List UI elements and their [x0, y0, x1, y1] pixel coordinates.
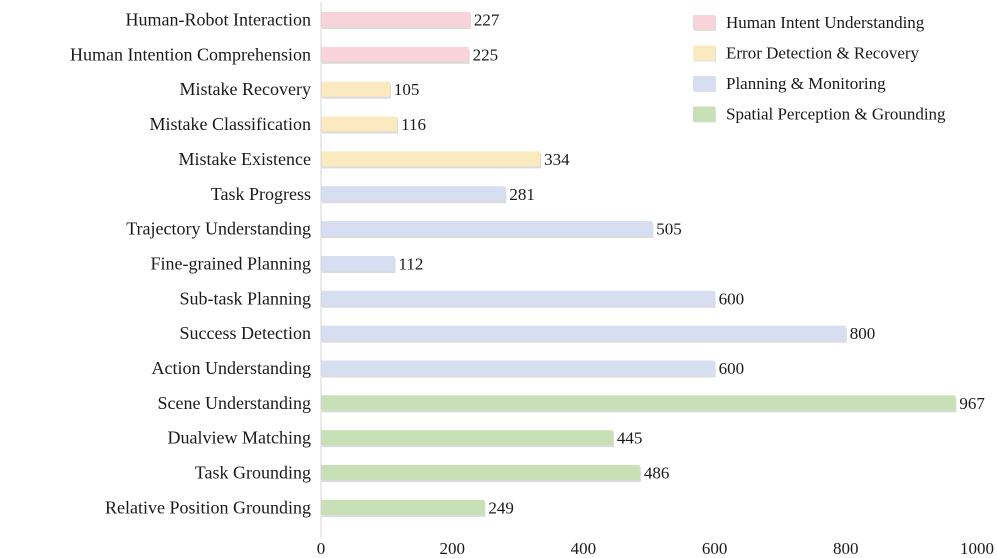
bar-sub-task-planning [321, 290, 715, 306]
value-label-dualview-matching: 445 [617, 429, 643, 448]
category-label-task-grounding: Task Grounding [195, 463, 311, 483]
x-tick-label-400: 400 [571, 539, 597, 558]
bar-group-task-grounding: Task Grounding 486 [195, 463, 670, 483]
value-label-action-understanding: 600 [719, 359, 745, 378]
legend-label-spatial-perception-and-grounding: Spatial Perception & Grounding [726, 105, 946, 124]
x-tick-label-200: 200 [439, 539, 465, 558]
bar-mistake-classification [321, 116, 398, 132]
bar-group-mistake-recovery: Mistake Recovery 105 [180, 79, 420, 99]
bar-trajectory-understanding [321, 221, 653, 237]
bar-group-dualview-matching: Dualview Matching 445 [168, 428, 643, 448]
x-tick-label-600: 600 [702, 539, 728, 558]
legend-swatch-spatial-perception-and-grounding [693, 106, 715, 122]
value-label-success-detection: 800 [850, 324, 876, 343]
bar-human-robot-interaction [321, 12, 470, 27]
legend-swatch-human-intent-understanding [693, 15, 715, 30]
bar-relative-position-grounding [321, 499, 485, 515]
value-label-trajectory-understanding: 505 [656, 220, 682, 239]
bar-group-relative-position-grounding: Relative Position Grounding 249 [105, 497, 514, 517]
legend-label-human-intent-understanding: Human Intent Understanding [726, 13, 925, 32]
bar-group-human-robot-interaction: Human-Robot Interaction 227 [126, 10, 500, 30]
bar-action-understanding [321, 360, 715, 376]
legend-label-planning-and-monitoring: Planning & Monitoring [726, 74, 886, 93]
legend-item-planning-and-monitoring: Planning & Monitoring [693, 74, 886, 93]
x-tick-label-0: 0 [317, 539, 326, 558]
category-label-mistake-existence: Mistake Existence [179, 149, 311, 169]
legend-item-error-detection-and-recovery: Error Detection & Recovery [693, 44, 920, 63]
category-label-human-intention-comprehension: Human Intention Comprehension [70, 44, 311, 64]
value-label-sub-task-planning: 600 [719, 289, 745, 308]
value-label-human-intention-comprehension: 225 [473, 45, 499, 64]
value-label-human-robot-interaction: 227 [474, 11, 500, 30]
value-label-mistake-classification: 116 [401, 115, 426, 134]
category-label-sub-task-planning: Sub-task Planning [179, 288, 311, 308]
bar-group-scene-understanding: Scene Understanding 967 [158, 393, 986, 413]
bar-task-progress [321, 186, 506, 202]
legend: Human Intent Understanding Error Detectio… [693, 13, 946, 124]
bars-layer: Human-Robot Interaction 227 Human Intentio… [70, 10, 985, 518]
legend-item-spatial-perception-and-grounding: Spatial Perception & Grounding [693, 105, 946, 124]
bar-task-grounding [321, 465, 640, 481]
bar-mistake-recovery [321, 81, 390, 97]
value-label-task-grounding: 486 [644, 464, 670, 483]
bar-group-mistake-existence: Mistake Existence 334 [179, 149, 571, 169]
legend-label-error-detection-and-recovery: Error Detection & Recovery [726, 44, 920, 63]
category-label-task-progress: Task Progress [211, 184, 311, 204]
category-label-success-detection: Success Detection [180, 323, 311, 343]
bar-group-mistake-classification: Mistake Classification 116 [150, 114, 426, 134]
category-label-relative-position-grounding: Relative Position Grounding [105, 497, 311, 517]
category-label-dualview-matching: Dualview Matching [168, 428, 311, 448]
category-label-fine-grained-planning: Fine-grained Planning [151, 253, 311, 273]
bar-group-action-understanding: Action Understanding 600 [152, 358, 745, 378]
bar-group-human-intention-comprehension: Human Intention Comprehension 225 [70, 44, 498, 64]
category-label-scene-understanding: Scene Understanding [158, 393, 311, 413]
legend-swatch-planning-and-monitoring [693, 76, 715, 91]
category-label-action-understanding: Action Understanding [152, 358, 311, 378]
bar-group-sub-task-planning: Sub-task Planning 600 [179, 288, 744, 308]
legend-item-human-intent-understanding: Human Intent Understanding [693, 13, 925, 32]
bar-fine-grained-planning [321, 255, 395, 271]
value-label-mistake-recovery: 105 [394, 80, 420, 99]
category-label-human-robot-interaction: Human-Robot Interaction [126, 10, 311, 30]
bar-group-success-detection: Success Detection 800 [180, 323, 876, 343]
value-label-mistake-existence: 334 [544, 150, 570, 169]
legend-swatch-error-detection-and-recovery [693, 45, 715, 61]
x-tick-label-1000: 1000 [960, 539, 994, 558]
category-label-mistake-classification: Mistake Classification [150, 114, 311, 134]
bar-mistake-existence [321, 151, 541, 167]
value-label-fine-grained-planning: 112 [398, 254, 423, 273]
bar-group-trajectory-understanding: Trajectory Understanding 505 [126, 219, 682, 239]
value-label-relative-position-grounding: 249 [488, 498, 514, 517]
value-label-task-progress: 281 [509, 185, 535, 204]
bar-success-detection [321, 325, 846, 341]
category-label-trajectory-understanding: Trajectory Understanding [126, 219, 311, 239]
x-tick-label-800: 800 [833, 539, 859, 558]
bar-human-intention-comprehension [321, 46, 469, 62]
category-label-mistake-recovery: Mistake Recovery [180, 79, 311, 99]
value-label-scene-understanding: 967 [959, 394, 985, 413]
bar-scene-understanding [321, 395, 956, 411]
x-axis: 0 200 400 600 800 1000 [317, 2, 994, 558]
bar-dualview-matching [321, 430, 613, 446]
bar-group-fine-grained-planning: Fine-grained Planning 112 [151, 253, 424, 273]
bar-group-task-progress: Task Progress 281 [211, 184, 535, 204]
